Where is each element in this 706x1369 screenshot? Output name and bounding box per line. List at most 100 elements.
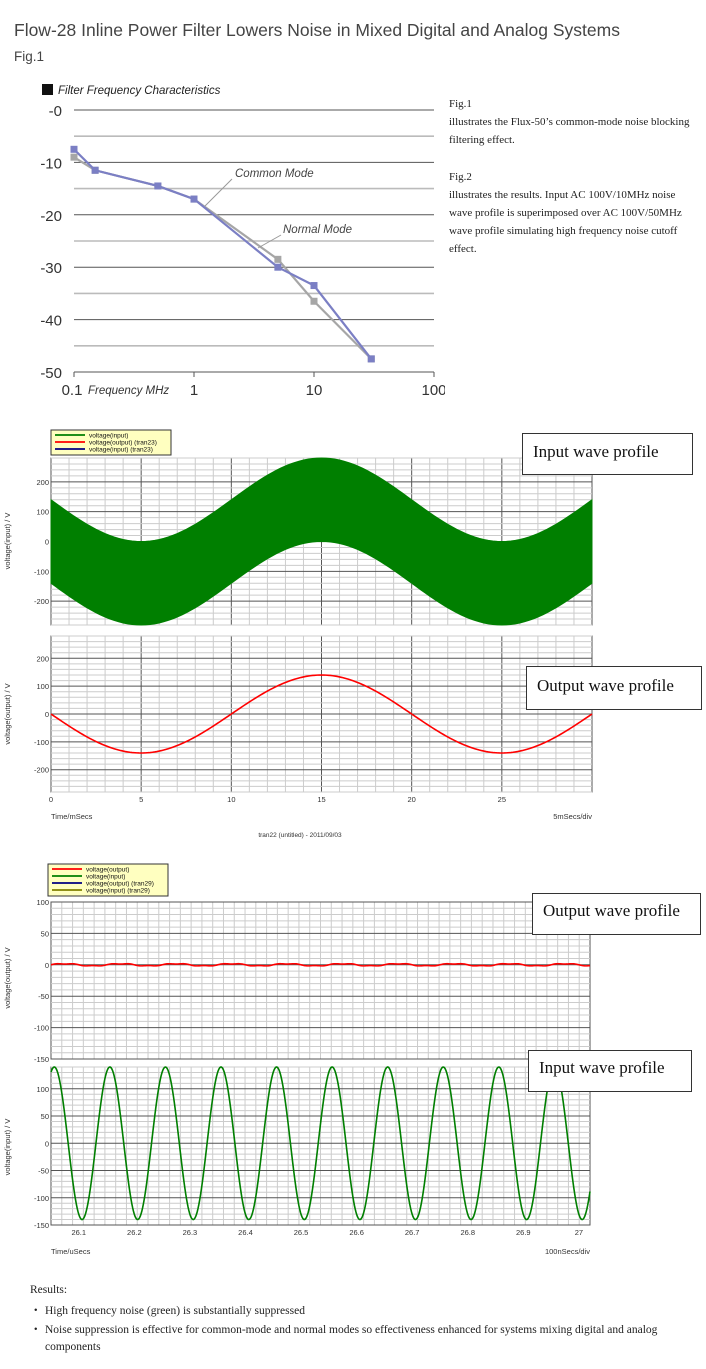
x-tick-label: 15 bbox=[317, 795, 325, 804]
x-scale-label: 100nSecs/div bbox=[545, 1247, 590, 1256]
fig2-notes-text: illustrates the results. Input AC 100V/1… bbox=[449, 189, 682, 255]
x-tick-label: 26.2 bbox=[127, 1228, 142, 1237]
y-tick-label: 0 bbox=[45, 1139, 49, 1148]
y-tick-label: 200 bbox=[36, 654, 49, 663]
output-wave-line bbox=[50, 962, 591, 967]
y-axis-label: voltage(output) / V bbox=[3, 947, 12, 1008]
results-section: Results: High frequency noise (green) is… bbox=[30, 1282, 690, 1358]
series-line bbox=[73, 148, 373, 360]
figure-label: Fig.1 bbox=[14, 49, 45, 64]
data-point bbox=[91, 166, 99, 174]
annotation-leader bbox=[204, 178, 233, 207]
x-axis-label: Time/uSecs bbox=[51, 1247, 91, 1256]
annotation-label: Normal Mode bbox=[283, 224, 352, 236]
legend-entry: voltage(output) (tran29) bbox=[86, 881, 154, 888]
fig2-notes: Fig.2 illustrates the results. Input AC … bbox=[449, 168, 699, 258]
data-point bbox=[70, 153, 78, 161]
y-tick-label: -10 bbox=[40, 155, 62, 172]
data-point bbox=[367, 355, 375, 363]
y-tick-label: -50 bbox=[40, 365, 62, 382]
data-point bbox=[154, 182, 162, 190]
results-heading: Results: bbox=[30, 1284, 68, 1296]
input-wave-profile-label-2: Input wave profile bbox=[528, 1050, 692, 1092]
x-tick-label: 26.8 bbox=[460, 1228, 475, 1237]
input-wave-chart-2: 100 50 0 -50 -100 -150 voltage(input) / V 26.1 2… bbox=[3, 1066, 591, 1256]
y-tick-label: -50 bbox=[38, 1167, 49, 1176]
input-wave-line bbox=[50, 1066, 591, 1221]
x-tick-label: 100 bbox=[421, 382, 445, 399]
fig1-notes-title: Fig.1 bbox=[449, 98, 472, 110]
page-title: Flow-28 Inline Power Filter Lowers Noise… bbox=[14, 20, 620, 40]
data-point bbox=[70, 145, 78, 153]
x-tick-label: 26.9 bbox=[516, 1228, 531, 1237]
legend-entry: voltage(output) bbox=[86, 867, 129, 874]
y-tick-label: -200 bbox=[34, 766, 49, 775]
input-wave-profile-label: Input wave profile bbox=[522, 433, 693, 475]
y-tick-label: 100 bbox=[36, 1085, 49, 1094]
results-item: High frequency noise (green) is substant… bbox=[30, 1303, 690, 1320]
plot-caption: tran22 (untitled) - 2011/09/03 bbox=[258, 832, 342, 839]
y-axis-label: voltage(input) / V bbox=[3, 513, 12, 570]
output-wave-chart: 200 100 0 -100 -200 voltage(output) / V 0 5 10 15… bbox=[3, 635, 593, 839]
y-tick-label: -100 bbox=[34, 1024, 49, 1033]
x-axis-label: Time/mSecs bbox=[51, 812, 93, 821]
y-tick-label: -20 bbox=[40, 208, 62, 225]
y-tick-label: -50 bbox=[38, 992, 49, 1001]
output-wave-profile-label-2: Output wave profile bbox=[532, 893, 701, 935]
x-tick-label: 26.5 bbox=[294, 1228, 309, 1237]
chart-title: Filter Frequency Characteristics bbox=[58, 85, 221, 97]
x-tick-label: 26.4 bbox=[238, 1228, 253, 1237]
legend-entry: voltage(input) bbox=[89, 433, 128, 440]
input-noise-band bbox=[50, 457, 593, 626]
y-tick-label: -100 bbox=[34, 1194, 49, 1203]
legend-entry: voltage(input) (tran29) bbox=[86, 888, 150, 895]
results-list: High frequency noise (green) is substant… bbox=[30, 1303, 690, 1356]
y-tick-label: -30 bbox=[40, 260, 62, 277]
y-tick-label: 50 bbox=[41, 1112, 49, 1121]
y-tick-label: 0 bbox=[45, 710, 49, 719]
x-tick-label: 26.1 bbox=[71, 1228, 86, 1237]
annotation-label: Common Mode bbox=[235, 168, 314, 180]
y-tick-label: -0 bbox=[49, 103, 62, 120]
x-scale-label: 5mSecs/div bbox=[553, 812, 592, 821]
y-axis-label: voltage(input) / V bbox=[3, 1119, 12, 1176]
y-tick-label: 100 bbox=[36, 508, 49, 517]
y-tick-label: -200 bbox=[34, 597, 49, 606]
y-tick-label: 0 bbox=[45, 538, 49, 547]
data-point bbox=[310, 297, 318, 305]
series-line bbox=[73, 156, 373, 360]
fig1-notes: Fig.1 illustrates the Flux-50’s common-m… bbox=[449, 95, 699, 149]
x-tick-label: 26.6 bbox=[349, 1228, 364, 1237]
x-tick-label: 20 bbox=[407, 795, 415, 804]
output-wave-chart-2: 100 50 0 -50 -100 -150 voltage(output) / V volt… bbox=[3, 863, 591, 1064]
y-tick-label: -150 bbox=[34, 1221, 49, 1230]
fig2-notes-title: Fig.2 bbox=[449, 171, 472, 183]
results-item: Noise suppression is effective for commo… bbox=[30, 1322, 690, 1356]
data-point bbox=[190, 195, 198, 203]
x-tick-label: 26.3 bbox=[183, 1228, 198, 1237]
y-tick-label: -100 bbox=[34, 567, 49, 576]
x-tick-label: 26.7 bbox=[405, 1228, 420, 1237]
fig1-notes-text: illustrates the Flux-50’s common-mode no… bbox=[449, 116, 690, 146]
input-wave-chart: 200 100 0 -100 -200 voltage(input) / V voltage… bbox=[3, 429, 593, 626]
data-point bbox=[274, 255, 282, 263]
x-tick-label: 0 bbox=[49, 795, 53, 804]
x-tick-label: 25 bbox=[498, 795, 506, 804]
y-tick-label: 0 bbox=[45, 961, 49, 970]
y-tick-label: 200 bbox=[36, 478, 49, 487]
x-axis-label: Frequency MHz bbox=[88, 385, 169, 397]
y-tick-label: 100 bbox=[36, 682, 49, 691]
x-tick-label: 27 bbox=[575, 1228, 583, 1237]
y-tick-label: -100 bbox=[34, 738, 49, 747]
legend-entry: voltage(input) (tran23) bbox=[89, 447, 153, 454]
x-tick-label: 0.1 bbox=[62, 382, 83, 399]
filter-frequency-chart: Filter Frequency Characteristics -0 -10 -20… bbox=[40, 84, 445, 399]
x-tick-label: 10 bbox=[306, 382, 323, 399]
x-tick-label: 1 bbox=[190, 382, 198, 399]
data-point bbox=[310, 282, 318, 290]
output-wave-line bbox=[50, 674, 593, 754]
y-tick-label: 50 bbox=[41, 929, 49, 938]
x-tick-label: 5 bbox=[139, 795, 143, 804]
y-axis-label: voltage(output) / V bbox=[3, 683, 12, 744]
legend-entry: voltage(input) bbox=[86, 874, 125, 881]
